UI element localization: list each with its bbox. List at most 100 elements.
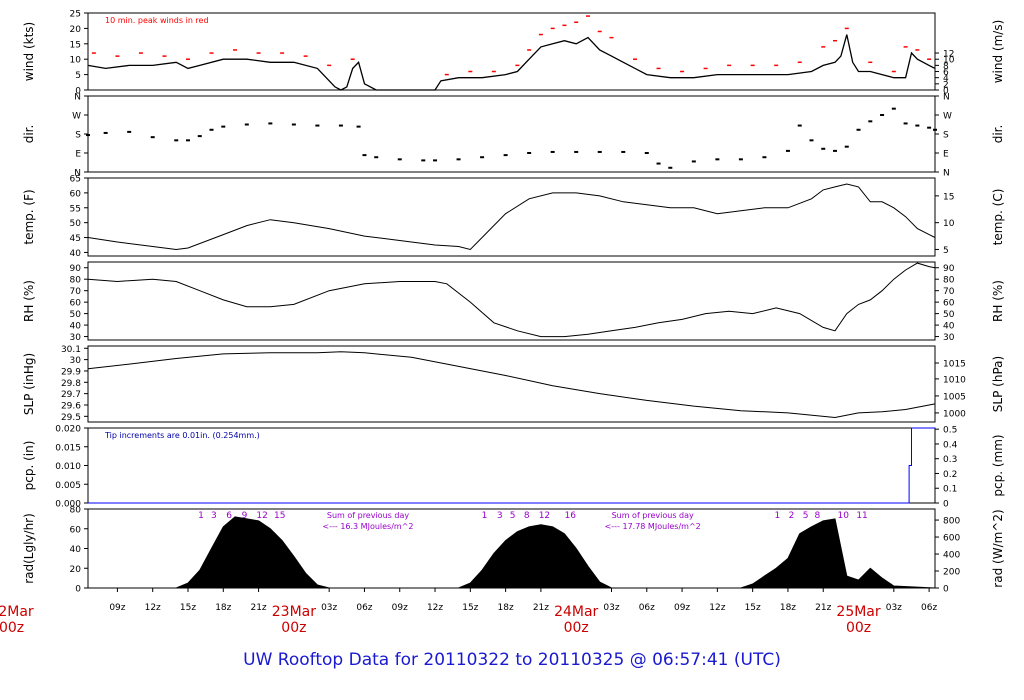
direction-point xyxy=(397,158,402,161)
radiation-hour-marker: 1 xyxy=(198,511,204,521)
radiation-sum-note: Sum of previous day xyxy=(612,511,694,520)
direction-point xyxy=(362,154,367,157)
radiation-hour-marker: 3 xyxy=(211,511,217,521)
panel-frame xyxy=(87,261,936,341)
radiation-hour-marker: 2 xyxy=(789,511,795,521)
x-tick-label: 09z xyxy=(392,603,408,613)
x-tick-label: 18z xyxy=(215,603,231,613)
series-line-wind xyxy=(87,34,936,91)
y-tick-label-left: 55 xyxy=(70,204,81,214)
y-tick-label-left: N xyxy=(74,169,81,179)
x-tick-label: 21z xyxy=(815,603,831,613)
direction-point xyxy=(903,122,908,125)
y-axis-title-left: pcp. (in) xyxy=(22,441,36,491)
y-tick-label-right: 8 xyxy=(943,62,949,72)
y-tick-label-left: 0.015 xyxy=(55,443,81,453)
direction-point xyxy=(668,166,673,169)
y-tick-label-right: S xyxy=(943,131,949,141)
y-axis-title-right: SLP (hPa) xyxy=(991,356,1005,412)
x-tick-label: 09z xyxy=(674,603,690,613)
y-tick-label-left: 40 xyxy=(70,249,82,259)
radiation-sum-value: <--- 16.3 MJoules/m^2 xyxy=(322,522,413,531)
direction-point xyxy=(844,145,849,148)
panel-frame xyxy=(87,177,936,257)
series-line-relative_humidity xyxy=(87,262,936,338)
day-label-time: 00z xyxy=(564,620,589,636)
direction-point xyxy=(797,124,802,127)
direction-point xyxy=(503,154,508,157)
y-tick-label-left: 5 xyxy=(75,71,81,81)
y-tick-label-right: 60 xyxy=(943,299,955,309)
direction-point xyxy=(209,128,214,131)
series-area-solar_radiation xyxy=(88,516,936,589)
y-tick-label-left: E xyxy=(75,150,81,160)
direction-point xyxy=(868,120,873,123)
direction-point xyxy=(338,124,343,127)
x-tick-label: 03z xyxy=(603,603,619,613)
y-tick-label-left: 20 xyxy=(70,565,82,575)
direction-point xyxy=(933,128,937,131)
y-tick-label-right: 90 xyxy=(943,264,955,274)
x-tick-label: 18z xyxy=(780,603,796,613)
radiation-hour-marker: 6 xyxy=(226,511,232,521)
y-tick-label-right: 0.3 xyxy=(943,455,957,465)
y-tick-label-left: 80 xyxy=(70,276,82,286)
y-tick-label-right: 12 xyxy=(943,50,954,60)
y-tick-label-left: 60 xyxy=(70,525,82,535)
y-tick-label-right: 80 xyxy=(943,276,955,286)
direction-point xyxy=(880,114,885,116)
y-tick-label-right: 10 xyxy=(943,56,955,66)
series-line-temperature xyxy=(87,183,936,251)
y-tick-label-right: 0.4 xyxy=(943,440,958,450)
direction-point xyxy=(891,107,896,110)
direction-point xyxy=(174,139,179,142)
direction-point xyxy=(833,149,838,152)
direction-point xyxy=(433,159,438,162)
panel-temperature: 40 45 50 55 60 65 5 10 15 temp. (F) temp. (C) xyxy=(22,175,1005,259)
x-tick-label: 06z xyxy=(639,603,655,613)
x-tick-label: 15z xyxy=(745,603,761,613)
y-tick-label-right: 400 xyxy=(943,551,960,561)
y-tick-label-left: 65 xyxy=(70,175,81,185)
series-line-sea_level_pressure xyxy=(87,351,936,419)
y-tick-label-left: 30 xyxy=(70,356,82,366)
y-axis-title-left: RH (%) xyxy=(22,280,36,322)
radiation-hour-marker: 1 xyxy=(482,511,488,521)
direction-point xyxy=(915,124,920,127)
y-tick-label-right: 40 xyxy=(943,322,955,332)
direction-point xyxy=(315,124,320,127)
radiation-sum-note: Sum of previous day xyxy=(327,511,409,520)
panel-annotation: Tip increments are 0.01in. (0.254mm.) xyxy=(104,431,260,440)
y-tick-label-right: 1015 xyxy=(943,360,966,370)
direction-point xyxy=(374,156,379,159)
day-label-date: 25Mar xyxy=(836,604,880,620)
y-tick-label-left: 10 xyxy=(70,56,82,66)
y-tick-label-right: 200 xyxy=(943,568,960,578)
y-axis-title-right: rad (W/m^2) xyxy=(991,509,1005,587)
direction-point xyxy=(821,147,826,150)
y-axis-title-left: SLP (inHg) xyxy=(22,353,36,415)
radiation-hour-marker: 9 xyxy=(242,511,248,521)
direction-point xyxy=(356,125,361,128)
y-tick-label-left: 29.8 xyxy=(61,379,81,389)
y-tick-label-left: 29.9 xyxy=(61,367,81,377)
y-tick-label-right: 800 xyxy=(943,517,960,527)
day-label-date: 23Mar xyxy=(272,604,316,620)
time-axis: 09z 12z 15z 18z 21z 03z 06z 09z 12z 15z 18z 21z 03z 0… xyxy=(0,588,937,636)
y-tick-label-right: 0.1 xyxy=(943,485,957,495)
radiation-hour-marker: 5 xyxy=(510,511,516,521)
y-tick-label-right: 1005 xyxy=(943,392,966,402)
y-tick-label-left: 0.005 xyxy=(55,481,81,491)
series-line-precipitation xyxy=(88,427,935,504)
panel-frame xyxy=(87,345,936,423)
y-tick-label-left: 90 xyxy=(70,264,82,274)
radiation-hour-marker: 12 xyxy=(539,511,550,521)
direction-point xyxy=(421,159,426,162)
y-tick-label-right: 0.5 xyxy=(943,426,957,436)
y-tick-label-left: 40 xyxy=(70,545,82,555)
y-tick-label-left: 70 xyxy=(70,287,82,297)
y-tick-label-right: 10 xyxy=(943,219,955,229)
direction-point xyxy=(456,158,461,161)
